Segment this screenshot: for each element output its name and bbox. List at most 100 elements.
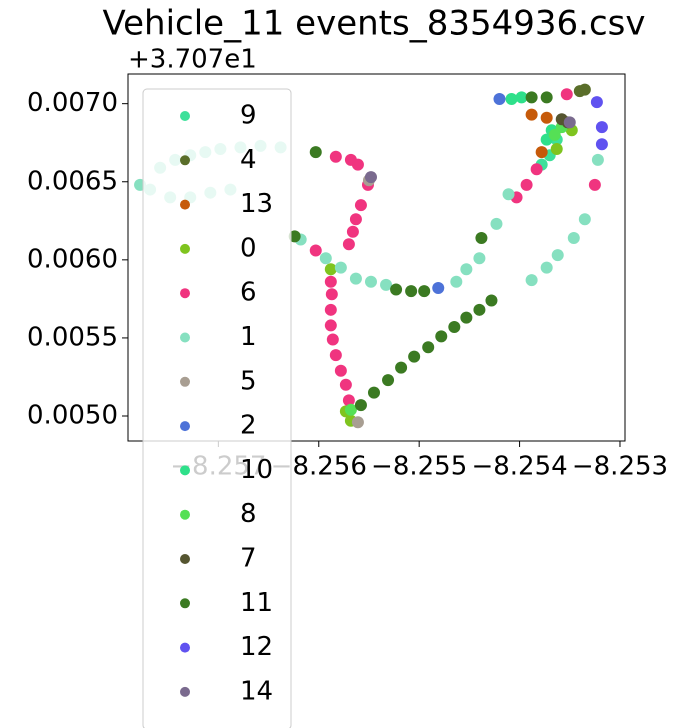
point bbox=[390, 283, 403, 296]
legend-label: 10 bbox=[240, 455, 273, 485]
point bbox=[342, 394, 355, 407]
legend-marker bbox=[180, 243, 190, 254]
legend-marker bbox=[180, 554, 190, 564]
point bbox=[364, 275, 377, 288]
y-tick-label: 0.0055 bbox=[27, 322, 118, 352]
point bbox=[473, 303, 486, 316]
point bbox=[351, 158, 364, 171]
point bbox=[334, 261, 347, 274]
legend-marker bbox=[180, 199, 190, 210]
point bbox=[578, 213, 591, 226]
y-tick-label: 0.0070 bbox=[27, 88, 118, 118]
point bbox=[448, 320, 461, 333]
point bbox=[588, 178, 601, 191]
point bbox=[450, 275, 463, 288]
point bbox=[309, 244, 322, 257]
point bbox=[591, 153, 604, 166]
y-tick-label: 0.0050 bbox=[27, 401, 118, 431]
x-tick-label: −8.253 bbox=[572, 452, 668, 482]
point bbox=[490, 217, 503, 230]
point bbox=[339, 378, 352, 391]
point bbox=[349, 213, 362, 226]
point bbox=[408, 350, 421, 363]
point bbox=[326, 333, 339, 346]
point bbox=[346, 225, 359, 238]
point bbox=[382, 374, 395, 387]
point bbox=[324, 319, 337, 332]
point bbox=[475, 231, 488, 244]
point bbox=[460, 311, 473, 324]
point bbox=[329, 349, 342, 362]
legend-label: 14 bbox=[240, 676, 273, 706]
point bbox=[578, 83, 591, 96]
point bbox=[324, 275, 337, 288]
legend-box bbox=[142, 88, 292, 728]
legend-marker bbox=[180, 155, 190, 166]
point bbox=[520, 178, 533, 191]
point bbox=[405, 285, 418, 298]
point bbox=[364, 171, 377, 184]
point bbox=[540, 261, 553, 274]
legend-label: 6 bbox=[240, 278, 257, 308]
legend-marker bbox=[180, 598, 190, 609]
legend-label: 9 bbox=[240, 101, 257, 131]
point bbox=[342, 238, 355, 251]
point bbox=[550, 142, 563, 155]
y-offset-label: +3.707e1 bbox=[128, 45, 257, 75]
point bbox=[334, 364, 347, 377]
point bbox=[324, 263, 337, 276]
legend-label: 12 bbox=[240, 632, 273, 662]
legend-marker bbox=[180, 465, 190, 476]
point bbox=[530, 163, 543, 176]
point bbox=[525, 91, 538, 104]
point bbox=[325, 288, 338, 301]
point bbox=[329, 150, 342, 163]
legend-label: 4 bbox=[240, 145, 257, 175]
point bbox=[567, 231, 580, 244]
point bbox=[351, 416, 364, 429]
legend-marker bbox=[180, 509, 190, 520]
legend-marker bbox=[180, 642, 190, 653]
point bbox=[349, 272, 362, 285]
y-tick-label: 0.0060 bbox=[27, 244, 118, 274]
legend-label: 8 bbox=[240, 499, 257, 529]
point bbox=[432, 281, 445, 294]
x-tick-label: −8.255 bbox=[371, 452, 467, 482]
legend-label: 0 bbox=[240, 233, 257, 263]
point bbox=[515, 91, 528, 104]
point bbox=[354, 199, 367, 212]
point bbox=[590, 96, 603, 109]
legend-marker bbox=[180, 376, 190, 387]
point bbox=[309, 146, 322, 159]
point bbox=[493, 92, 506, 105]
legend-label: 1 bbox=[240, 322, 257, 352]
legend-label: 13 bbox=[240, 189, 273, 219]
legend-marker bbox=[180, 288, 190, 299]
point bbox=[288, 230, 301, 243]
legend-marker bbox=[180, 332, 190, 343]
legend-label: 2 bbox=[240, 411, 257, 441]
chart-title: Vehicle_11 events_8354936.csv bbox=[103, 4, 646, 44]
point bbox=[324, 303, 337, 316]
point bbox=[595, 138, 608, 151]
point bbox=[560, 88, 573, 101]
point bbox=[418, 285, 431, 298]
legend-marker bbox=[180, 686, 190, 697]
point bbox=[460, 263, 473, 276]
point bbox=[535, 146, 548, 159]
legend-label: 11 bbox=[240, 588, 273, 618]
legend-marker bbox=[180, 111, 190, 121]
point bbox=[563, 116, 576, 129]
x-tick-label: −8.254 bbox=[471, 452, 567, 482]
point bbox=[422, 341, 435, 354]
point bbox=[380, 278, 393, 291]
point bbox=[540, 91, 553, 104]
point bbox=[367, 386, 380, 399]
legend-marker bbox=[180, 421, 190, 432]
point bbox=[395, 361, 408, 374]
plot-area bbox=[127, 73, 626, 442]
point bbox=[525, 108, 538, 121]
point bbox=[435, 330, 448, 343]
